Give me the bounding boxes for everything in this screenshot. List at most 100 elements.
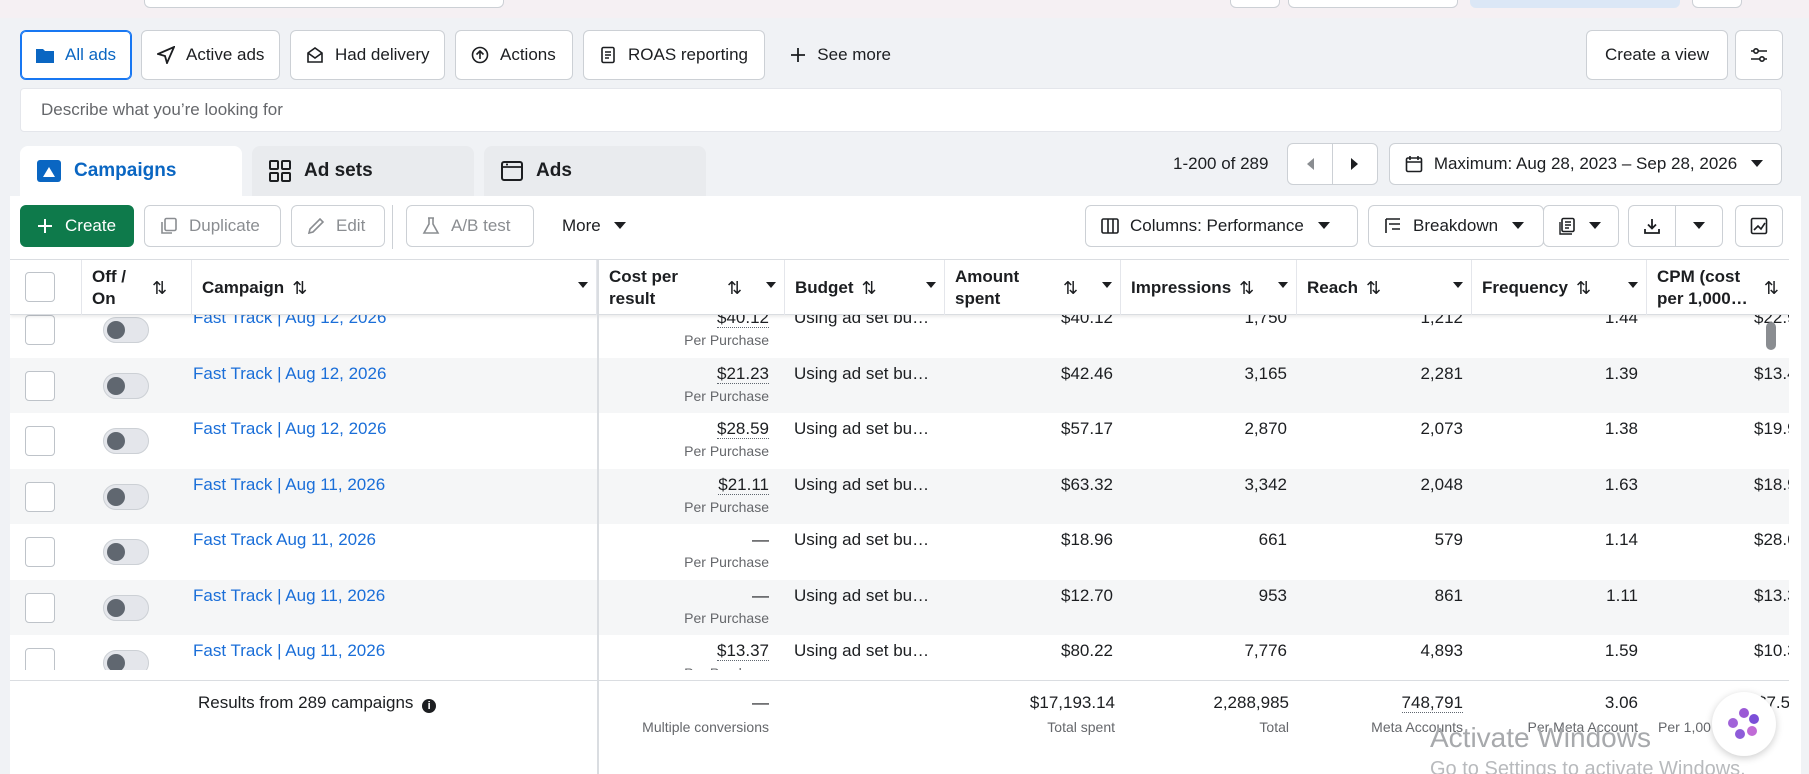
create-view-button[interactable]: Create a view — [1586, 30, 1728, 80]
table-row[interactable]: Fast Track | Aug 11, 2026 $21.11 Per Purch… — [10, 468, 1789, 524]
sort-icon[interactable]: ⇅ — [727, 277, 743, 298]
cost-value: $13.37 — [717, 641, 769, 661]
row-checkbox[interactable] — [25, 315, 55, 345]
table-row[interactable]: Fast Track | Aug 11, 2026 $13.37 Per Purch… — [10, 635, 1789, 670]
header-impressions[interactable]: Impressions ⇅ — [1121, 260, 1297, 315]
view-label: All ads — [65, 45, 117, 64]
chevron-down-icon[interactable] — [1102, 282, 1112, 288]
sort-icon[interactable]: ⇅ — [1239, 277, 1255, 298]
campaign-toggle[interactable] — [103, 317, 149, 343]
chevron-down-icon[interactable] — [1628, 282, 1638, 288]
chart-view-button[interactable] — [1735, 205, 1783, 247]
totals-amount-sub: Total spent — [1047, 719, 1115, 735]
header-reach[interactable]: Reach ⇅ — [1297, 260, 1472, 315]
sort-icon[interactable]: ⇅ — [152, 277, 168, 298]
duplicate-button[interactable]: Duplicate — [144, 205, 281, 247]
table-row[interactable]: Fast Track | Aug 12, 2026 $21.23 Per Purch… — [10, 357, 1789, 413]
search-input[interactable]: Describe what you’re looking for — [20, 88, 1782, 132]
table-row[interactable]: Fast Track Aug 11, 2026 — Per Purchase Usin… — [10, 524, 1789, 579]
create-button[interactable]: Create — [20, 205, 134, 247]
sort-icon[interactable]: ⇅ — [1575, 277, 1592, 298]
tab-ad-sets[interactable]: Ad sets — [252, 146, 474, 196]
chevron-down-icon[interactable] — [1453, 282, 1463, 288]
cost-value: $40.12 — [717, 315, 769, 328]
campaign-name-link[interactable]: Fast Track | Aug 11, 2026 — [193, 474, 386, 494]
ai-assistant-button[interactable] — [1712, 692, 1776, 756]
header-campaign[interactable]: Campaign ⇅ — [192, 260, 597, 315]
campaign-name-link[interactable]: Fast Track | Aug 11, 2026 — [193, 641, 386, 660]
impressions-cell: 1,750 — [1244, 315, 1287, 327]
view-active-ads[interactable]: Active ads — [141, 30, 280, 80]
chevron-down-icon — [1689, 216, 1709, 236]
campaign-name-link[interactable]: Fast Track | Aug 11, 2026 — [193, 585, 386, 605]
reports-button[interactable] — [1543, 205, 1619, 247]
campaign-toggle[interactable] — [103, 594, 149, 621]
frequency-cell: 1.44 — [1604, 315, 1638, 327]
campaign-toggle[interactable] — [103, 650, 149, 670]
table-row[interactable]: Fast Track | Aug 11, 2026 — Per Purchase Us… — [10, 579, 1789, 635]
campaign-name-link[interactable]: Fast Track Aug 11, 2026 — [193, 530, 377, 549]
edit-button[interactable]: Edit — [291, 205, 385, 247]
date-range-picker[interactable]: Maximum: Aug 28, 2023 – Sep 28, 2026 — [1389, 143, 1782, 185]
amount-spent-cell: $40.12 — [1061, 315, 1113, 327]
sort-icon[interactable]: ⇅ — [1063, 277, 1079, 298]
header-cost-per-result[interactable]: Cost per result ⇅ — [599, 260, 785, 315]
totals-label: Results from 289 campaigns — [198, 693, 414, 712]
select-all-checkbox[interactable] — [25, 272, 55, 302]
chevron-down-icon[interactable] — [578, 282, 588, 288]
breakdown-button[interactable]: Breakdown — [1368, 205, 1544, 247]
chevron-down-icon[interactable] — [766, 282, 776, 288]
previous-page-button[interactable] — [1287, 143, 1333, 185]
activate-windows-watermark: Activate Windows — [1430, 722, 1651, 753]
header-amount-spent[interactable]: Amount spent ⇅ — [945, 260, 1121, 315]
tab-ads[interactable]: Ads — [484, 146, 706, 196]
view-had-delivery[interactable]: Had delivery — [290, 30, 445, 80]
campaign-toggle[interactable] — [103, 483, 149, 510]
view-all-ads[interactable]: All ads — [20, 30, 132, 80]
campaign-toggle[interactable] — [103, 539, 149, 565]
sort-icon[interactable]: ⇅ — [292, 277, 308, 298]
row-checkbox[interactable] — [25, 537, 55, 567]
top-button-stub[interactable] — [1288, 0, 1458, 8]
row-checkbox[interactable] — [25, 648, 55, 670]
header-frequency[interactable]: Frequency ⇅ — [1472, 260, 1647, 315]
campaign-name-link[interactable]: Fast Track | Aug 12, 2026 — [193, 419, 387, 438]
row-checkbox[interactable] — [25, 426, 55, 456]
top-button-stub[interactable] — [1692, 0, 1742, 8]
export-options-button[interactable] — [1675, 205, 1723, 247]
header-off-on[interactable]: Off / On ⇅ — [82, 260, 192, 315]
info-icon[interactable]: i — [422, 699, 437, 713]
table-row[interactable]: Fast Track | Aug 12, 2026 $28.59 Per Purch… — [10, 413, 1789, 468]
campaign-name-link[interactable]: Fast Track | Aug 12, 2026 — [193, 315, 387, 327]
chevron-down-icon[interactable] — [1278, 282, 1288, 288]
row-checkbox[interactable] — [25, 370, 55, 401]
header-budget[interactable]: Budget ⇅ — [785, 260, 945, 315]
sort-icon[interactable]: ⇅ — [1366, 277, 1382, 298]
row-checkbox[interactable] — [25, 592, 55, 623]
top-primary-button-stub[interactable] — [1470, 0, 1680, 8]
top-button-stub[interactable] — [1230, 0, 1280, 8]
campaign-toggle[interactable] — [103, 428, 149, 454]
ab-test-button[interactable]: A/B test — [406, 205, 534, 247]
see-more-button[interactable]: See more — [775, 30, 905, 80]
frequency-cell: 1.63 — [1604, 474, 1638, 494]
campaign-toggle[interactable] — [103, 372, 149, 399]
table-row[interactable]: Fast Track | Aug 12, 2026 $40.12 Per Purch… — [10, 315, 1789, 357]
view-roas-reporting[interactable]: ROAS reporting — [583, 30, 765, 80]
row-checkbox[interactable] — [25, 481, 55, 512]
next-page-button[interactable] — [1332, 143, 1378, 185]
view-settings-button[interactable] — [1735, 30, 1783, 80]
columns-button[interactable]: Columns: Performance — [1085, 205, 1358, 247]
top-search-stub[interactable] — [144, 0, 504, 8]
more-button[interactable]: More — [548, 205, 644, 247]
export-button[interactable] — [1628, 205, 1676, 247]
chevron-down-icon[interactable] — [926, 282, 936, 288]
sort-icon[interactable]: ⇅ — [1763, 277, 1779, 298]
tab-campaigns[interactable]: Campaigns — [20, 146, 242, 196]
view-actions[interactable]: Actions — [455, 30, 573, 80]
report-icon — [598, 45, 618, 65]
campaign-name-link[interactable]: Fast Track | Aug 12, 2026 — [193, 363, 387, 383]
sort-icon[interactable]: ⇅ — [861, 277, 877, 298]
header-cpm[interactable]: CPM (cost per 1,000… ⇅ — [1647, 260, 1789, 315]
table-scrollbar[interactable] — [1766, 322, 1776, 350]
